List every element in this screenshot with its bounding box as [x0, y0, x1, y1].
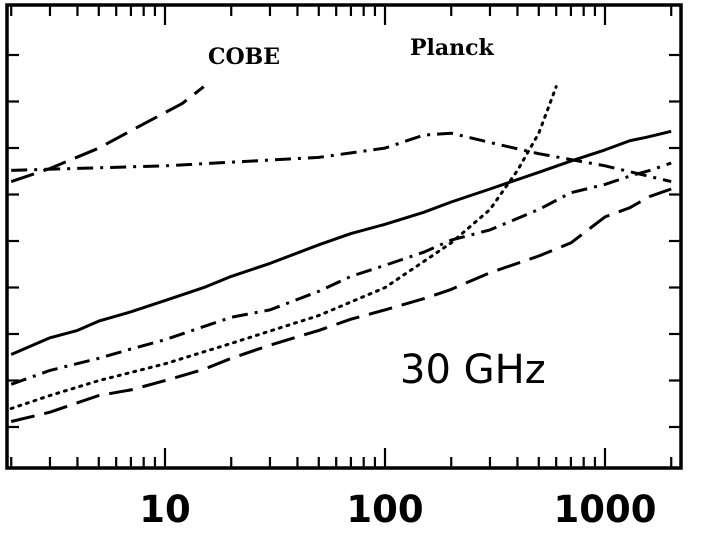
series-line-solid: [10, 129, 672, 356]
x-tick-label: 1000: [554, 488, 657, 531]
data-series: [9, 85, 672, 423]
plot-frame: [5, 3, 683, 470]
annotation-cobe: COBE: [208, 44, 280, 70]
tick-labels: 10 100 1000: [139, 488, 656, 531]
series-line-dashed: [10, 187, 672, 423]
x-tick-label: 10: [139, 488, 191, 531]
x-tick-label: 100: [346, 488, 423, 531]
frequency-label: 30 GHz: [400, 347, 546, 393]
series-line-dash-dot: [10, 161, 672, 386]
annotations: COBE Planck 30 GHz: [208, 35, 546, 393]
axis-ticks: [7, 5, 681, 468]
series-line-dash-dot-upper: [11, 131, 672, 184]
series-line-dashed-upper: [10, 85, 205, 184]
series-line-dotted: [9, 85, 558, 410]
annotation-planck: Planck: [410, 35, 495, 61]
